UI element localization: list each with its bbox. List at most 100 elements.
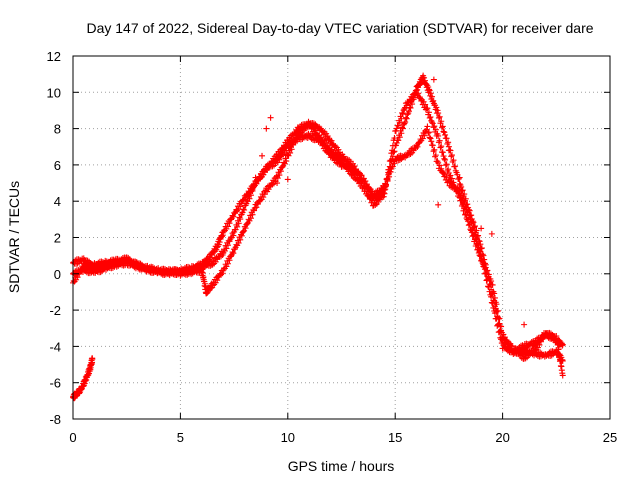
data-point <box>438 118 445 125</box>
data-point <box>241 206 248 213</box>
data-point <box>431 146 438 153</box>
data-point <box>430 76 437 83</box>
data-point <box>447 172 454 179</box>
chart-title: Day 147 of 2022, Sidereal Day-to-day VTE… <box>86 20 593 36</box>
data-point <box>427 113 434 120</box>
data-point <box>89 356 96 363</box>
data-point <box>362 185 369 192</box>
data-point <box>383 176 390 183</box>
data-point <box>557 356 564 363</box>
data-point <box>422 101 429 108</box>
data-point <box>235 239 242 246</box>
data-point <box>437 144 444 151</box>
data-point <box>455 175 462 182</box>
data-point <box>488 230 495 237</box>
data-point <box>476 252 483 259</box>
data-point <box>439 123 446 130</box>
data-point <box>415 90 422 97</box>
data-point <box>406 108 413 115</box>
data-point <box>252 174 259 181</box>
data-point <box>403 102 410 109</box>
data-point <box>240 206 247 213</box>
data-point <box>249 211 256 218</box>
data-point <box>214 277 221 284</box>
data-point <box>448 152 455 159</box>
series-track-d <box>70 355 96 402</box>
data-point <box>425 130 432 137</box>
data-point <box>247 215 254 222</box>
data-point <box>238 232 245 239</box>
data-point <box>380 193 387 200</box>
data-point <box>384 175 391 182</box>
data-point <box>498 323 505 330</box>
data-point <box>425 129 432 136</box>
data-point <box>430 148 437 155</box>
data-point <box>395 122 402 129</box>
y-tick-label: 10 <box>47 85 61 100</box>
data-point <box>407 104 414 111</box>
data-point <box>450 157 457 164</box>
data-point <box>465 222 472 229</box>
data-point <box>224 242 231 249</box>
data-point <box>226 257 233 264</box>
data-point <box>440 128 447 135</box>
data-point <box>442 156 449 163</box>
data-point <box>391 160 398 167</box>
data-point <box>477 253 484 260</box>
data-point <box>363 188 370 195</box>
data-point <box>436 162 443 169</box>
data-point <box>219 270 226 277</box>
data-point <box>223 245 230 252</box>
data-point <box>386 158 393 165</box>
data-point <box>434 107 441 114</box>
data-point <box>391 135 398 142</box>
data-point <box>388 150 395 157</box>
data-point <box>267 114 274 121</box>
data-point <box>290 141 297 148</box>
data-point <box>328 137 335 144</box>
data-point <box>448 153 455 160</box>
data-point <box>485 271 492 278</box>
data-point <box>429 142 436 149</box>
data-point <box>242 225 249 232</box>
data-point <box>462 195 469 202</box>
y-tick-label: 2 <box>54 231 61 246</box>
data-point <box>274 180 281 187</box>
data-point <box>386 166 393 173</box>
data-point <box>382 183 389 190</box>
data-point <box>398 115 405 122</box>
data-point <box>237 236 244 243</box>
data-point <box>442 131 449 138</box>
series-track-a <box>70 72 566 364</box>
data-point <box>445 139 452 146</box>
data-point <box>413 87 420 94</box>
y-tick-labels: -8 -6 -4 -2 0 2 4 6 8 10 12 <box>47 49 61 427</box>
data-point <box>443 135 450 142</box>
x-tick-label: 15 <box>388 430 402 445</box>
data-point <box>396 119 403 126</box>
data-point <box>478 256 485 263</box>
data-point <box>478 245 485 252</box>
data-point <box>443 161 450 168</box>
data-point <box>294 134 301 141</box>
data-point <box>491 294 498 301</box>
data-point <box>282 155 289 162</box>
data-point <box>478 225 485 232</box>
data-point <box>402 114 409 121</box>
data-point <box>456 174 463 181</box>
data-point <box>396 134 403 141</box>
data-point <box>230 213 237 220</box>
data-point <box>429 119 436 126</box>
data-point <box>458 197 465 204</box>
data-point <box>398 130 405 137</box>
data-point <box>251 183 258 190</box>
data-point <box>389 147 396 154</box>
data-point <box>559 372 566 379</box>
data-point <box>489 281 496 288</box>
data-point <box>473 241 480 248</box>
data-point <box>253 204 260 211</box>
data-point <box>459 201 466 208</box>
data-point <box>435 132 442 139</box>
data-point <box>276 172 283 179</box>
